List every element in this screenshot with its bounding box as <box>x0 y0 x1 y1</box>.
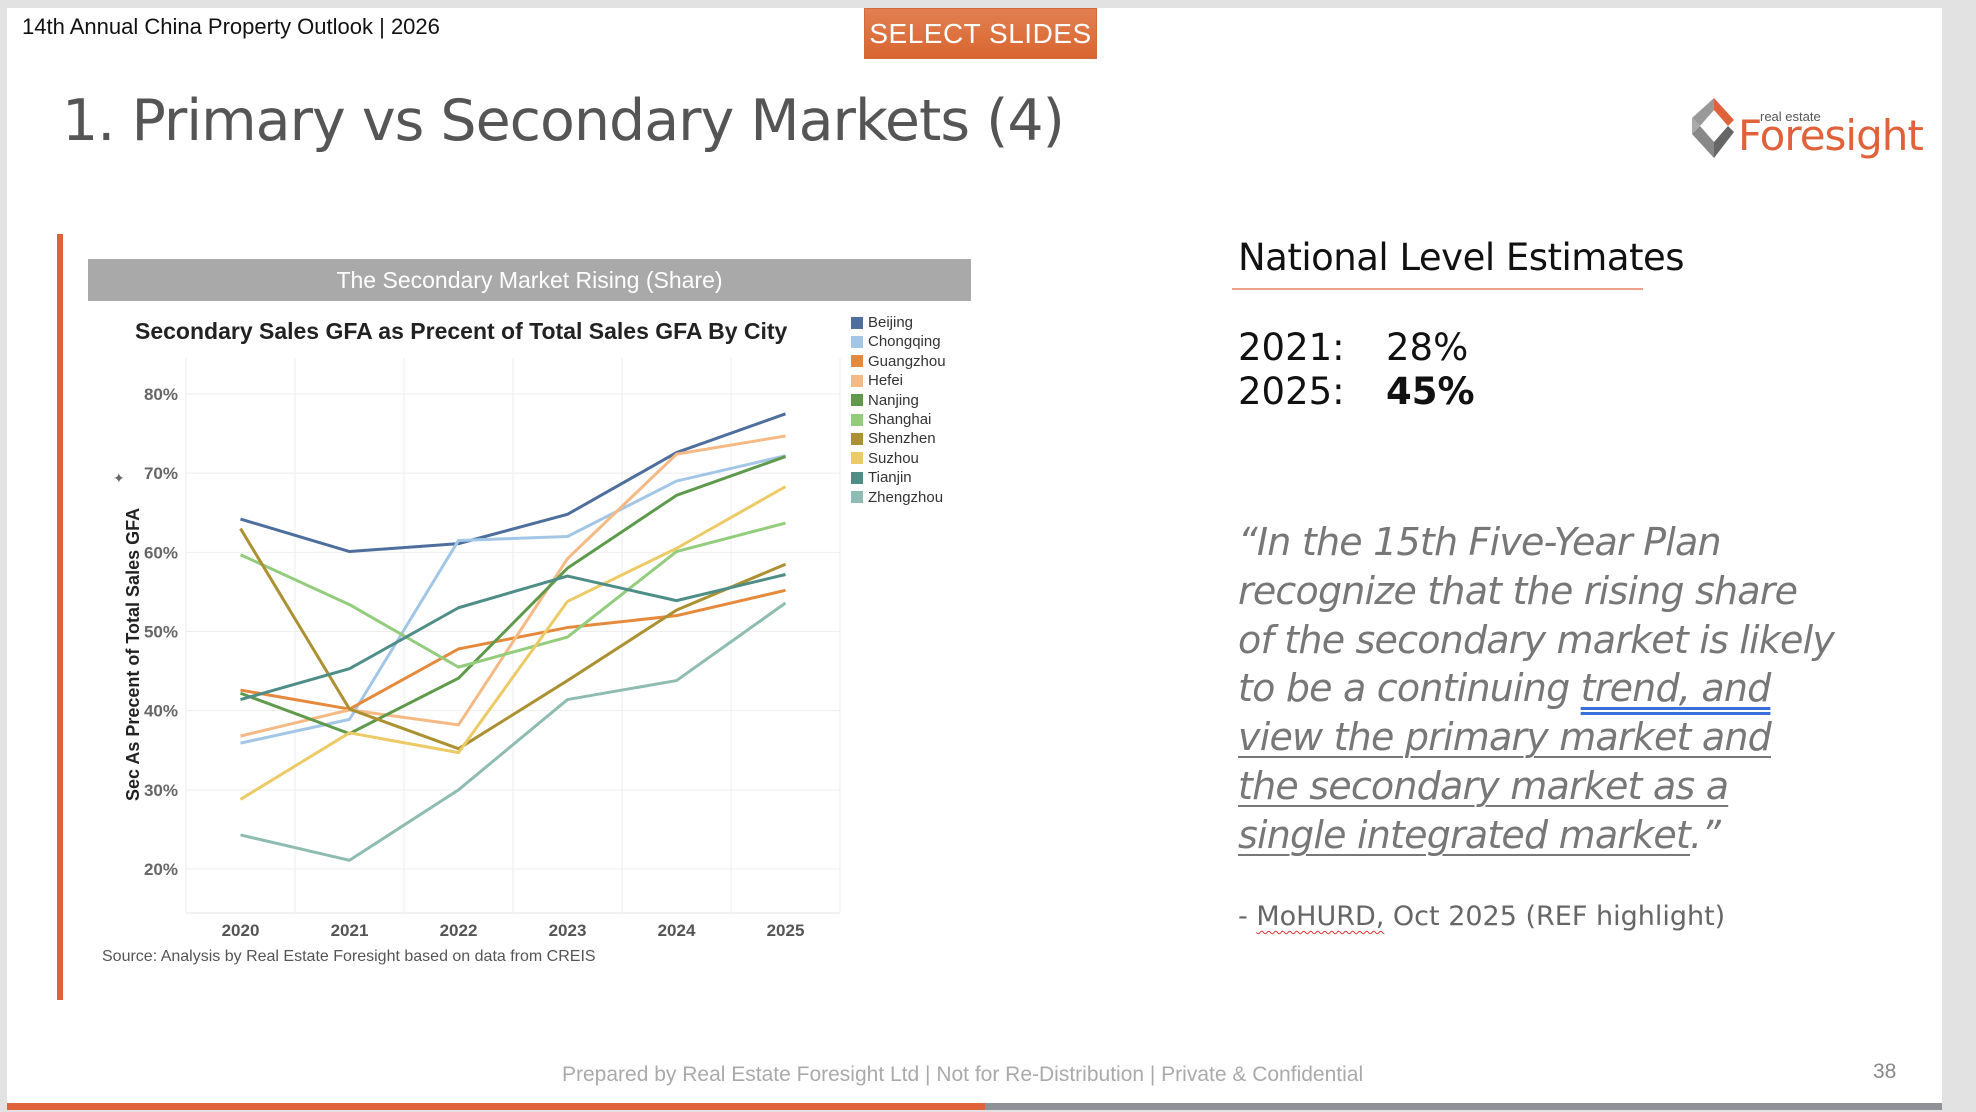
logo-cube-icon <box>1692 98 1734 158</box>
accent-bar <box>57 234 63 1000</box>
footer-text: Prepared by Real Estate Foresight Ltd | … <box>562 1063 1364 1086</box>
legend-item[interactable]: Shanghai <box>851 410 946 429</box>
quote-text: “In the 15th Five-Year Plan recognize th… <box>1238 520 1835 711</box>
legend-label: Hefei <box>868 372 904 390</box>
legend-swatch <box>851 374 863 387</box>
x-tick-label: 2023 <box>549 921 587 940</box>
legend-item[interactable]: Suzhou <box>851 449 946 468</box>
national-estimates-title: National Level Estimates <box>1238 236 1685 279</box>
legend-item[interactable]: Chongqing <box>851 332 946 351</box>
x-tick-label: 2022 <box>440 921 478 940</box>
x-tick-labels: 2020 2021 2022 2023 2024 2025 <box>222 921 805 940</box>
slide-title: 1. Primary vs Secondary Markets (4) <box>62 88 1065 154</box>
legend-label: Shenzhen <box>868 430 936 448</box>
legend-item[interactable]: Zhengzhou <box>851 488 946 507</box>
series-line-beijing <box>240 412 787 554</box>
x-tick-label: 2020 <box>222 921 260 940</box>
pin-icon[interactable]: ✦ <box>113 470 125 486</box>
legend-swatch <box>851 355 863 368</box>
estimate-row: 2021: 28% <box>1238 326 1468 369</box>
select-slides-button[interactable]: SELECT SLIDES <box>864 8 1097 59</box>
y-tick-label: 20% <box>144 860 178 879</box>
legend-swatch <box>851 316 863 329</box>
x-tick-label: 2024 <box>658 921 696 940</box>
estimate-year: 2021: <box>1238 326 1345 369</box>
logo-text: Foresight <box>1738 111 1924 160</box>
series-line-hefei <box>240 434 786 738</box>
legend-swatch <box>851 471 863 484</box>
series-line-shenzhen <box>239 527 787 751</box>
legend-item[interactable]: Beijing <box>851 313 946 332</box>
series-line-nanjing <box>239 455 787 736</box>
slide: 14th Annual China Property Outlook | 202… <box>7 8 1942 1110</box>
legend-label: Beijing <box>868 314 914 331</box>
legend-label: Guangzhou <box>868 352 946 370</box>
quote-attribution: - MoHURD, Oct 2025 (REF highlight) <box>1238 901 1725 932</box>
y-tick-label: 50% <box>144 623 178 642</box>
legend-item[interactable]: Hefei <box>851 371 946 390</box>
legend-item[interactable]: Guangzhou <box>851 352 946 371</box>
chart-legend: Beijing Chongqing Guangzhou Hefei Nanjing Sha… <box>851 313 946 507</box>
y-tick-label: 80% <box>144 385 178 404</box>
chart-source: Source: Analysis by Real Estate Foresigh… <box>102 948 596 965</box>
legend-item[interactable]: Nanjing <box>851 391 946 410</box>
attribution-source-spellcheck[interactable]: MoHURD, <box>1256 901 1385 932</box>
legend-label: Suzhou <box>868 449 919 467</box>
policy-quote: “In the 15th Five-Year Plan recognize th… <box>1238 518 1838 860</box>
legend-item[interactable]: Shenzhen <box>851 429 946 448</box>
series-line-shanghai <box>239 521 786 669</box>
attribution-rest: Oct 2025 (REF highlight) <box>1384 901 1726 932</box>
estimate-row: 2025: 45% <box>1238 370 1475 413</box>
legend-label: Nanjing <box>868 391 919 409</box>
deck-label: 14th Annual China Property Outlook | 202… <box>22 14 440 39</box>
y-tick-label: 70% <box>144 464 178 483</box>
legend-label: Shanghai <box>868 410 932 428</box>
title-underline <box>1232 288 1643 290</box>
company-logo: real estate Foresight <box>1690 91 1924 181</box>
legend-swatch <box>851 491 863 504</box>
estimate-value: 45% <box>1386 370 1475 413</box>
legend-swatch <box>851 336 863 349</box>
page-number: 38 <box>1873 1060 1897 1083</box>
logo-subtext: real estate <box>1760 109 1821 124</box>
estimate-value: 28% <box>1386 326 1469 369</box>
y-tick-label: 60% <box>144 543 178 562</box>
quote-grammar-flagged[interactable]: trend, and <box>1580 666 1772 711</box>
legend-swatch <box>851 433 863 446</box>
legend-swatch <box>851 394 863 407</box>
y-tick-labels: 20% 30% 40% 50% 60% 70% 80% <box>144 385 178 879</box>
estimate-year: 2025: <box>1238 370 1345 413</box>
line-chart: 20%30%40%50%60%70%80% 2020 2021 2022 2023 20… <box>144 358 841 940</box>
bottom-bar-accent <box>7 1103 985 1110</box>
quote-underlined-text: view the primary market and the secondar… <box>1238 715 1772 857</box>
attribution-prefix: - <box>1238 901 1257 932</box>
quote-tail: .” <box>1690 812 1721 857</box>
legend-label: Tianjin <box>868 469 912 487</box>
series-line-tianjin <box>240 573 786 702</box>
legend-swatch <box>851 413 863 426</box>
legend-swatch <box>851 452 863 465</box>
legend-label: Chongqing <box>868 333 941 351</box>
y-tick-label: 30% <box>144 781 178 800</box>
series-line-chongqing <box>240 454 786 745</box>
legend-label: Zhengzhou <box>868 488 944 506</box>
legend-item[interactable]: Tianjin <box>851 468 946 487</box>
y-axis-label: Sec As Precent of Total Sales GFA <box>123 507 143 801</box>
y-tick-label: 40% <box>144 702 178 721</box>
chart-banner: The Secondary Market Rising (Share) <box>88 259 971 301</box>
series-line-guangzhou <box>240 588 786 711</box>
series-line-zhengzhou <box>240 601 787 862</box>
series-lines <box>239 412 787 862</box>
horizontal-gridlines <box>186 393 840 870</box>
x-tick-label: 2025 <box>767 921 805 940</box>
chart-title: Secondary Sales GFA as Precent of Total … <box>135 318 788 344</box>
bottom-bar-gray <box>985 1103 1942 1110</box>
x-tick-label: 2021 <box>331 921 369 940</box>
series-line-suzhou <box>239 485 787 801</box>
